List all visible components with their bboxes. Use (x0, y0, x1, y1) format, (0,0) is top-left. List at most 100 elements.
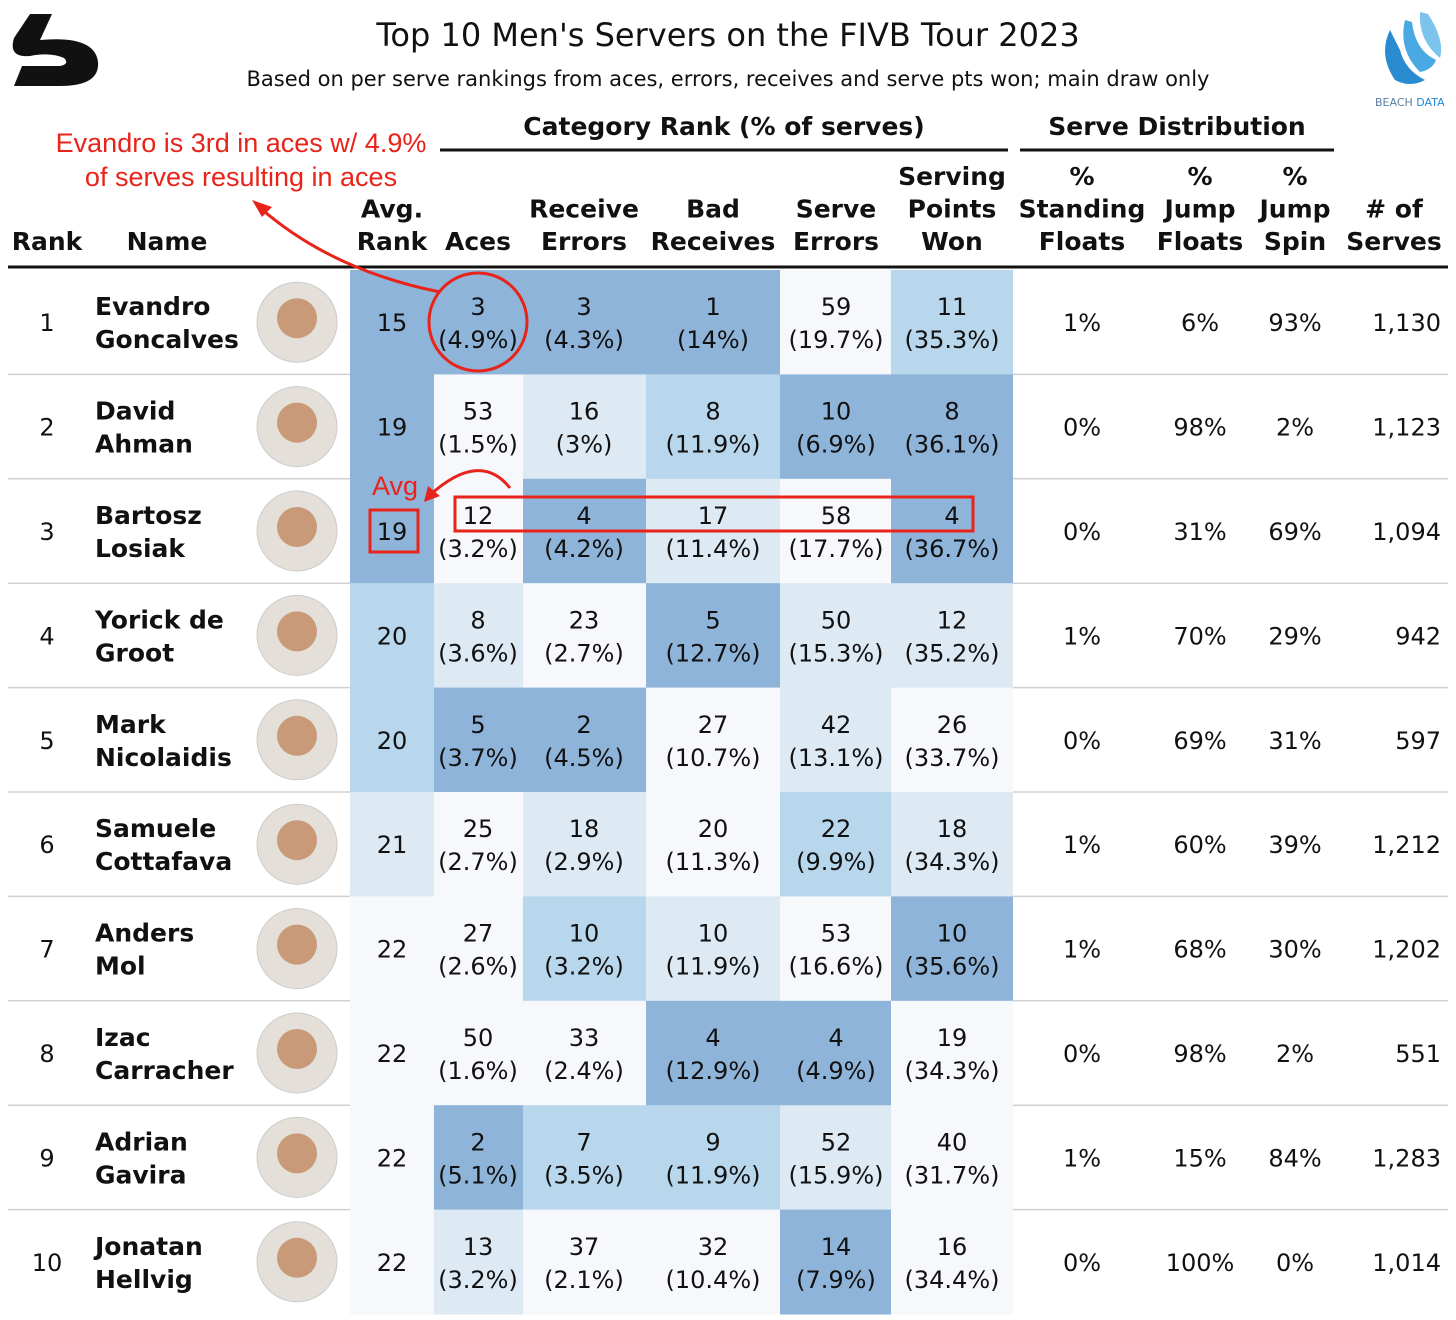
rank-cell (523, 896, 646, 1002)
avg-rank: 15 (377, 309, 408, 337)
distribution: 69% (1173, 727, 1226, 755)
category-rank: 5 (705, 606, 720, 634)
category-pct: (4.9%) (796, 1057, 876, 1085)
distribution: 30% (1268, 936, 1321, 964)
rank-cell (350, 478, 434, 584)
player-photo-face (277, 1029, 317, 1069)
logo-word: DATA (1416, 96, 1445, 109)
category-pct: (4.9%) (438, 326, 518, 354)
category-pct: (15.9%) (789, 1161, 884, 1189)
avg-rank: 22 (377, 1249, 408, 1277)
column-header: % (1187, 162, 1212, 191)
category-rank: 59 (821, 293, 852, 321)
distribution: 1% (1063, 309, 1101, 337)
category-rank: 37 (569, 1233, 600, 1261)
distribution: 1% (1063, 936, 1101, 964)
column-header: Floats (1039, 227, 1126, 256)
rank-cell (350, 792, 434, 897)
group-header: Category Rank (% of serves) (523, 112, 924, 141)
player-photo-face (277, 611, 317, 652)
rank-cell (523, 1000, 646, 1106)
category-pct: (4.2%) (544, 535, 624, 563)
annotation-arrow (428, 469, 512, 497)
right-logo: BEACH DATA (1375, 12, 1445, 109)
highlight-box (453, 495, 975, 533)
category-pct: (17.7%) (789, 535, 884, 563)
distribution: 69% (1268, 518, 1321, 546)
rank-cell (891, 583, 1013, 689)
category-rank: 18 (569, 815, 600, 843)
column-header: Serve (796, 195, 877, 224)
distribution: 1% (1063, 831, 1101, 859)
column-header: Bad (686, 195, 740, 224)
distribution: 2% (1276, 414, 1314, 442)
category-rank: 2 (576, 711, 591, 739)
column-header: Aces (445, 227, 511, 256)
serves: 1,123 (1372, 414, 1441, 442)
distribution: 1% (1063, 1144, 1101, 1172)
category-pct: (9.9%) (796, 848, 876, 876)
column-header: Spin (1264, 227, 1326, 256)
column-header: Won (921, 227, 983, 256)
rank-cell (891, 792, 1013, 897)
category-rank: 27 (698, 711, 729, 739)
serves: 1,014 (1372, 1249, 1441, 1277)
category-pct: (11.4%) (666, 535, 761, 563)
category-rank: 3 (576, 293, 591, 321)
rank: 10 (32, 1249, 63, 1277)
category-rank: 4 (828, 1024, 843, 1052)
category-rank: 8 (470, 606, 485, 634)
category-rank: 10 (698, 920, 729, 948)
rank-cell (891, 374, 1013, 480)
category-pct: (3.2%) (438, 1266, 518, 1294)
category-rank: 8 (705, 398, 720, 426)
distribution: 0% (1063, 414, 1101, 442)
rank-cell (350, 1000, 434, 1106)
distribution: 98% (1173, 414, 1226, 442)
column-header: Rank (12, 227, 84, 256)
column-header: Rank (357, 227, 429, 256)
column-header: Receives (651, 227, 776, 256)
distribution: 0% (1063, 1249, 1101, 1277)
annotation-text: Evandro is 3rd in aces w/ 4.9% (56, 128, 427, 158)
logo-shape (1385, 30, 1425, 84)
serves: 597 (1395, 727, 1441, 755)
player-name: Nicolaidis (95, 743, 232, 772)
rank-cell (891, 1105, 1013, 1211)
player-name: Evandro (95, 292, 210, 321)
player-name: Hellvig (95, 1265, 193, 1294)
category-pct: (19.7%) (789, 326, 884, 354)
left-logo (12, 14, 99, 86)
avg-rank: 20 (377, 622, 408, 650)
category-rank: 4 (576, 502, 591, 530)
serves: 1,130 (1372, 309, 1441, 337)
player-photo-face (277, 820, 317, 861)
rank-cell (523, 374, 646, 480)
category-pct: (3.7%) (438, 744, 518, 772)
category-pct: (1.5%) (438, 431, 518, 459)
column-header: Serves (1346, 227, 1441, 256)
category-rank: 32 (698, 1233, 729, 1261)
category-pct: (4.5%) (544, 744, 624, 772)
player-name: Anders (95, 919, 194, 948)
distribution: 100% (1166, 1249, 1235, 1277)
rank-cell (523, 583, 646, 689)
distribution: 68% (1173, 936, 1226, 964)
player-name: Losiak (95, 534, 186, 563)
category-rank: 26 (937, 711, 968, 739)
rank-cell (434, 1105, 523, 1211)
avg-rank: 22 (377, 936, 408, 964)
distribution: 0% (1063, 518, 1101, 546)
highlight-box (368, 508, 420, 554)
distribution: 15% (1173, 1144, 1226, 1172)
rank-cell (891, 1209, 1013, 1315)
category-rank: 5 (470, 711, 485, 739)
player-photo-face (277, 298, 317, 339)
rank-cell (434, 1209, 523, 1315)
rank: 1 (39, 309, 54, 337)
category-pct: (2.7%) (544, 639, 624, 667)
player-name: Mark (95, 710, 167, 739)
rank-cell (891, 896, 1013, 1002)
serves: 1,094 (1372, 518, 1441, 546)
rank-cell (891, 1000, 1013, 1106)
